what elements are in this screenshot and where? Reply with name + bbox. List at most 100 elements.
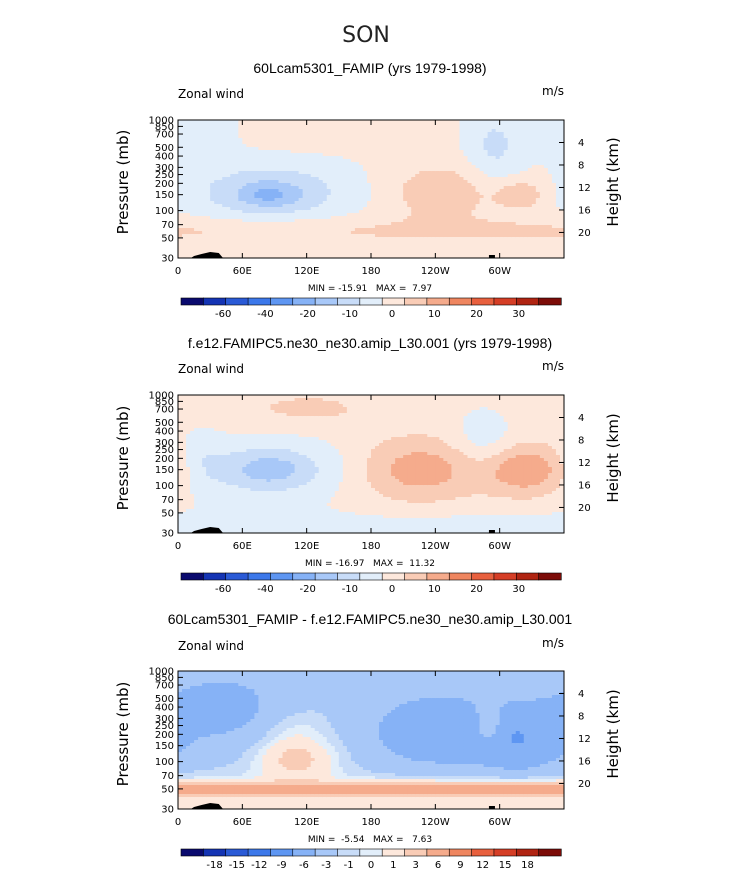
contour-cell: [451, 180, 456, 184]
contour-cell: [399, 198, 404, 202]
contour-cell: [443, 126, 448, 130]
contour-cell: [286, 147, 291, 151]
contour-cell: [294, 162, 300, 166]
contour-cell: [535, 162, 541, 166]
contour-cell: [435, 195, 440, 199]
colorbar-box: [314, 297, 339, 306]
contour-cell: [483, 189, 488, 193]
contour-cell: [483, 207, 488, 211]
contour-cell: [411, 210, 416, 214]
contour-cell: [238, 192, 243, 196]
contour-cell: [543, 180, 549, 184]
contour-cell: [487, 210, 493, 214]
contour-cell: [194, 467, 199, 471]
contour-cell: [194, 404, 199, 408]
contour-cell: [358, 156, 364, 160]
contour-cell: [403, 135, 408, 139]
contour-cell: [411, 171, 416, 175]
contour-cell: [222, 165, 227, 169]
contour-cell: [515, 198, 521, 202]
contour-cell: [190, 470, 195, 474]
contour-cell: [190, 138, 195, 142]
contour-cell: [242, 225, 247, 229]
contour-cell: [266, 165, 271, 169]
contour-cell: [379, 192, 384, 196]
contour-cell: [383, 216, 388, 220]
contour-cell: [238, 174, 243, 178]
contour-cell: [302, 177, 308, 181]
contour-cell: [190, 515, 195, 519]
contour-cell: [495, 126, 501, 130]
contour-cell: [274, 135, 279, 139]
contour-cell: [350, 174, 356, 178]
contour-cell: [322, 249, 328, 253]
contour-cell: [443, 249, 448, 253]
contour-cell: [178, 252, 183, 256]
contour-cell: [222, 147, 227, 151]
contour-cell: [254, 159, 259, 163]
contour-cell: [246, 183, 251, 187]
contour-plot: 3050701001502002503004005007008501000201…: [149, 116, 591, 278]
contour-cell: [443, 159, 448, 163]
contour-cell: [258, 207, 263, 211]
contour-cell: [443, 168, 448, 172]
contour-cell: [290, 171, 295, 175]
contour-cell: [415, 141, 420, 145]
contour-cell: [523, 162, 529, 166]
contour-cell: [310, 183, 316, 187]
contour-cell: [206, 395, 211, 399]
contour-cell: [379, 204, 384, 208]
contour-cell: [391, 240, 396, 244]
contour-cell: [555, 252, 561, 256]
contour-cell: [222, 144, 227, 148]
contour-cell: [479, 141, 484, 145]
contour-cell: [246, 186, 251, 190]
contour-cell: [527, 168, 533, 172]
y-tick-label: 200: [155, 179, 174, 190]
contour-cell: [459, 177, 464, 181]
contour-cell: [358, 195, 364, 199]
contour-cell: [342, 174, 348, 178]
contour-cell: [475, 210, 480, 214]
contour-cell: [194, 473, 199, 477]
contour-cell: [182, 138, 187, 142]
contour-cell: [286, 198, 291, 202]
contour-cell: [467, 246, 472, 250]
contour-cell: [198, 398, 203, 402]
contour-cell: [234, 180, 239, 184]
contour-cell: [547, 234, 553, 238]
contour-cell: [182, 518, 187, 522]
contour-cell: [194, 434, 199, 438]
contour-cell: [286, 222, 291, 226]
contour-cell: [210, 159, 215, 163]
contour-cell: [463, 129, 468, 133]
contour-cell: [202, 413, 207, 417]
contour-cell: [455, 213, 460, 217]
contour-cell: [495, 246, 501, 250]
contour-cell: [250, 159, 255, 163]
contour-cell: [178, 210, 183, 214]
contour-cell: [186, 249, 191, 253]
contour-cell: [294, 150, 300, 154]
contour-cell: [483, 186, 488, 190]
contour-cell: [206, 201, 211, 205]
contour-cell: [507, 234, 513, 238]
contour-cell: [326, 201, 332, 205]
contour-cell: [294, 201, 300, 205]
contour-cell: [298, 120, 304, 124]
contour-cell: [266, 159, 271, 163]
contour-cell: [310, 207, 316, 211]
contour-cell: [387, 207, 392, 211]
contour-cell: [314, 171, 320, 175]
contour-cell: [487, 225, 493, 229]
contour-cell: [431, 159, 436, 163]
contour-cell: [523, 141, 529, 145]
contour-cell: [543, 204, 549, 208]
contour-cell: [242, 144, 247, 148]
contour-cell: [519, 123, 525, 127]
contour-cell: [258, 123, 263, 127]
contour-cell: [326, 147, 332, 151]
contour-cell: [178, 419, 183, 423]
contour-cell: [391, 243, 396, 247]
contour-cell: [178, 222, 183, 226]
